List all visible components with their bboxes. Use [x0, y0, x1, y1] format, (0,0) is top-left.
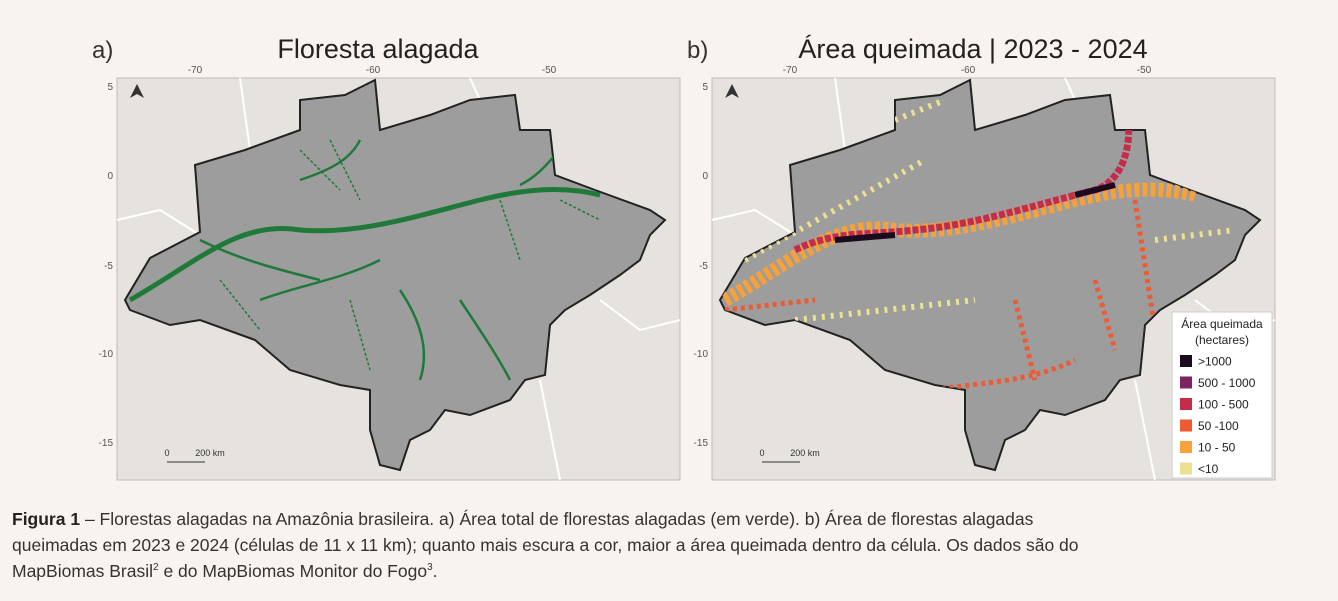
panel-a [116, 77, 681, 481]
lon-label: -70 [783, 65, 798, 76]
panel-title: Floresta alagada [277, 34, 479, 64]
caption-line: MapBiomas Brasil2 e do MapBiomas Monitor… [12, 561, 438, 582]
lat-label: 5 [107, 82, 113, 93]
legend-swatch [1180, 462, 1192, 475]
lat-label: -15 [99, 438, 114, 449]
legend-swatch [1180, 419, 1192, 432]
scale-label: 0 [759, 448, 764, 458]
lat-label: 0 [107, 171, 113, 182]
lon-label: -70 [188, 65, 203, 76]
panel-title: Área queimada | 2023 - 2024 [798, 34, 1147, 64]
caption-text: – Florestas alagadas na Amazônia brasile… [80, 509, 1034, 529]
legend-swatch [1180, 355, 1192, 367]
lat-label: 5 [702, 82, 708, 93]
legend-title: Área queimada [1181, 316, 1263, 331]
burned-area [721, 97, 1236, 403]
caption-text: e do MapBiomas Monitor do Fogo [158, 561, 428, 581]
caption-line: Figura 1 – Florestas alagadas na Amazôni… [12, 509, 1033, 530]
legend-label: <10 [1198, 462, 1219, 476]
caption-label: Figura 1 [12, 509, 81, 529]
lon-label: -50 [542, 65, 557, 76]
legend-label: 100 - 500 [1198, 398, 1249, 412]
legend-label: 10 - 50 [1198, 441, 1236, 455]
lon-label: -50 [1137, 65, 1152, 76]
legend-swatch [1180, 376, 1192, 389]
caption-line: queimadas em 2023 e 2024 (células de 11 … [12, 535, 1079, 555]
lon-label: -60 [366, 65, 381, 76]
footnote-ref: 3 [427, 562, 433, 574]
panel-label: a) [92, 37, 113, 64]
legend-title: (hectares) [1195, 333, 1249, 347]
legend-swatch [1180, 441, 1192, 453]
legend-label: 50 -100 [1198, 419, 1239, 433]
lat-label: -5 [104, 261, 113, 272]
flooded-forest [128, 139, 601, 381]
lat-label: -10 [694, 349, 709, 360]
caption-text: MapBiomas Brasil [12, 561, 154, 581]
panel-label: b) [687, 37, 708, 64]
lon-label: -60 [961, 65, 976, 76]
north-arrow [725, 84, 739, 98]
lat-label: -15 [694, 438, 709, 449]
legend-swatch [1180, 398, 1192, 410]
legend-label: >1000 [1198, 355, 1232, 369]
caption-text: . [432, 561, 438, 581]
north-arrow [130, 84, 144, 98]
lat-label: -10 [99, 349, 114, 360]
footnote-ref: 2 [153, 562, 159, 574]
legend-label: 500 - 1000 [1198, 376, 1256, 390]
scale-label: 0 [164, 448, 169, 458]
panel-b [711, 77, 1276, 481]
scale-label: 200 km [790, 448, 820, 458]
scale-label: 200 km [195, 448, 225, 458]
lat-label: 0 [702, 171, 708, 182]
lat-label: -5 [699, 261, 708, 272]
